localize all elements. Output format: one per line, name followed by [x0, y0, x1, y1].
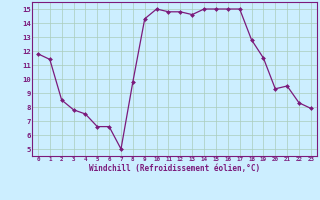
X-axis label: Windchill (Refroidissement éolien,°C): Windchill (Refroidissement éolien,°C) — [89, 164, 260, 173]
